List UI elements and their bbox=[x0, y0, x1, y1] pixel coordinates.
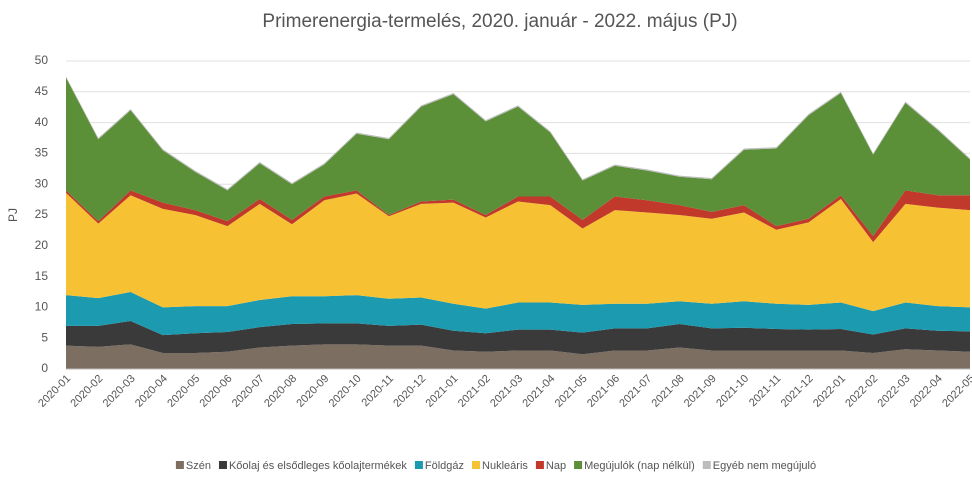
legend-swatch bbox=[472, 461, 481, 469]
y-tick-label: 10 bbox=[35, 300, 49, 314]
x-tick-label: 2021-07 bbox=[617, 373, 654, 410]
y-tick-label: 35 bbox=[35, 146, 49, 160]
x-tick-label: 2020-07 bbox=[230, 373, 267, 410]
x-tick-label: 2021-11 bbox=[747, 373, 783, 409]
x-tick-label: 2020-08 bbox=[262, 373, 299, 410]
legend-label: Egyéb nem megújuló bbox=[713, 460, 816, 472]
x-tick-label: 2021-08 bbox=[650, 373, 687, 410]
legend-swatch bbox=[414, 461, 423, 469]
y-tick-label: 0 bbox=[41, 361, 48, 375]
x-tick-label: 2020-01 bbox=[36, 373, 73, 410]
x-tick-label: 2021-09 bbox=[682, 373, 719, 410]
x-tick-label: 2020-04 bbox=[133, 373, 170, 410]
legend: Szén Kőolaj és elsődleges kőolajtermékek F… bbox=[175, 460, 816, 472]
legend-label: Szén bbox=[186, 460, 211, 472]
x-tick-label: 2022-03 bbox=[876, 373, 913, 410]
x-tick-label: 2021-02 bbox=[456, 373, 493, 410]
legend-swatch bbox=[535, 461, 544, 469]
area bbox=[66, 190, 970, 243]
area bbox=[66, 320, 970, 355]
x-tick-label: 2020-03 bbox=[101, 373, 138, 410]
y-tick-label: 30 bbox=[35, 176, 49, 190]
x-tick-label: 2021-03 bbox=[488, 373, 525, 410]
legend-swatch bbox=[574, 461, 583, 469]
legend-swatch bbox=[218, 461, 227, 469]
area bbox=[66, 292, 970, 336]
y-tick-label: 50 bbox=[35, 53, 49, 67]
x-tick-label: 2021-01 bbox=[424, 373, 461, 410]
x-tick-label: 2020-10 bbox=[327, 373, 364, 410]
y-tick-label: 25 bbox=[35, 207, 49, 221]
x-tick-label: 2020-06 bbox=[198, 373, 235, 410]
legend-label: Nukleáris bbox=[482, 460, 528, 472]
x-tick-label: 2021-06 bbox=[585, 373, 622, 410]
legend-label: Megújulók (nap nélkül) bbox=[584, 460, 695, 472]
y-tick-label: 5 bbox=[41, 330, 48, 344]
area bbox=[66, 77, 970, 236]
y-tick-label: 20 bbox=[35, 238, 49, 252]
x-tick-label: 2022-02 bbox=[843, 373, 880, 410]
x-tick-label: 2022-04 bbox=[908, 373, 945, 410]
x-tick-label: 2020-12 bbox=[391, 373, 428, 410]
y-tick-label: 40 bbox=[35, 115, 49, 129]
x-tick-label: 2021-12 bbox=[779, 373, 816, 410]
x-tick-label: 2022-01 bbox=[811, 373, 848, 410]
legend-label: Nap bbox=[546, 460, 566, 472]
x-tick-label: 2021-10 bbox=[714, 373, 751, 410]
chart-title: Primerenergia-termelés, 2020. január - 2… bbox=[262, 11, 737, 32]
legend-label: Kőolaj és elsődleges kőolajtermékek bbox=[229, 460, 407, 472]
x-tick-label: 2021-05 bbox=[553, 373, 590, 410]
x-tick-label: 2020-11 bbox=[360, 373, 396, 409]
area bbox=[66, 192, 970, 312]
y-tick-label: 15 bbox=[35, 269, 49, 283]
x-tick-label: 2020-05 bbox=[165, 373, 202, 410]
x-tick-label: 2020-02 bbox=[68, 373, 105, 410]
y-tick-label: 45 bbox=[35, 84, 49, 98]
legend-swatch bbox=[702, 461, 711, 469]
y-axis-label: PJ bbox=[6, 208, 20, 222]
legend-label: Földgáz bbox=[425, 460, 464, 472]
legend-swatch bbox=[175, 461, 184, 469]
x-tick-label: 2022-05 bbox=[940, 373, 972, 410]
x-tick-label: 2020-09 bbox=[294, 373, 331, 410]
x-tick-label: 2021-04 bbox=[520, 373, 557, 410]
